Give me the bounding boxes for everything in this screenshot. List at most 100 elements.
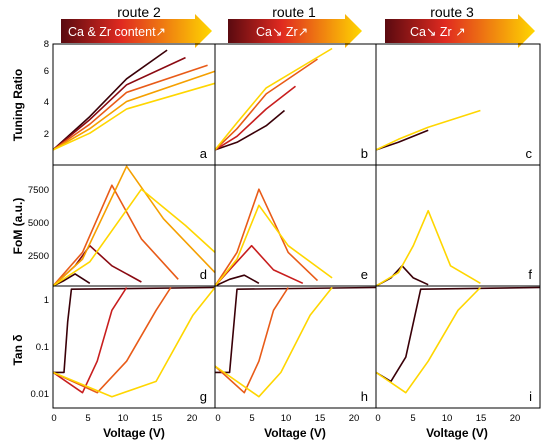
x-tick-label: 0 [375, 413, 380, 424]
series-line [375, 109, 481, 151]
xlabel-col-3: Voltage (V) [426, 426, 488, 440]
gradient-arrow-route-2 [61, 14, 212, 48]
gradient-arrow-route-3 [385, 14, 535, 48]
panel-frame [375, 43, 541, 166]
series-line [375, 286, 541, 383]
route-label-1: route 1 [272, 4, 316, 20]
route-label-2: route 2 [117, 4, 161, 20]
series-line [53, 286, 216, 374]
panel-label: a [200, 146, 208, 161]
y-tick-label: 2500 [28, 251, 49, 262]
panel-label: c [526, 146, 533, 161]
panel-label: f [528, 267, 532, 282]
panel-frame [375, 285, 541, 409]
series-line [52, 287, 216, 398]
x-tick-label: 20 [510, 413, 521, 424]
series-line [375, 209, 481, 287]
y-tick-label: 7500 [28, 185, 49, 196]
x-tick-label: 10 [281, 413, 292, 424]
y-tick-label: 8 [44, 39, 49, 50]
y-ticks-row-2: 2500 5000 7500 [28, 185, 49, 262]
x-ticks-col-3: 0 5 10 15 20 [375, 413, 520, 424]
series-line [52, 287, 172, 394]
x-tick-label: 20 [187, 413, 198, 424]
series-line [375, 265, 429, 287]
panel-frame [214, 164, 377, 287]
x-tick-label: 15 [476, 413, 487, 424]
series-line [52, 64, 208, 151]
x-tick-label: 15 [152, 413, 163, 424]
series-line [214, 47, 333, 151]
series-line [52, 49, 168, 151]
series-line [52, 70, 216, 151]
series-line [214, 85, 296, 151]
panel-label: g [200, 389, 207, 404]
y-tick-label: 2 [44, 129, 49, 140]
arrow-text-route-2: Ca & Zr content↗ [68, 25, 166, 39]
panel-label: d [200, 267, 207, 282]
series-line [214, 287, 333, 398]
panel-h: h [214, 285, 377, 409]
series-line [52, 82, 216, 151]
series-line [52, 165, 216, 287]
series-line [214, 188, 319, 287]
route-label-3: route 3 [430, 4, 474, 20]
series-line [52, 188, 216, 287]
panel-g: g [52, 285, 216, 409]
series-line [52, 287, 128, 394]
x-tick-label: 20 [349, 413, 360, 424]
x-tick-label: 15 [315, 413, 326, 424]
x-tick-label: 10 [118, 413, 129, 424]
y-tick-label: 1 [44, 295, 49, 306]
panel-frame [214, 285, 377, 409]
xlabel-col-2: Voltage (V) [264, 426, 326, 440]
panel-frame [52, 43, 216, 166]
y-tick-label: 5000 [28, 218, 49, 229]
x-ticks-col-2: 0 5 10 15 20 [215, 413, 359, 424]
series-line [214, 58, 318, 151]
panel-label: h [361, 389, 368, 404]
panel-f: f [375, 164, 541, 287]
xlabel-col-1: Voltage (V) [103, 426, 165, 440]
y-tick-label: 0.1 [36, 342, 49, 353]
arrow-text-route-3: Ca↘ Zr ↗ [410, 25, 466, 39]
panel-b: b [214, 43, 377, 166]
series-line [52, 184, 179, 287]
series-line [375, 129, 429, 151]
x-ticks-col-1: 0 5 10 15 20 [51, 413, 197, 424]
panel-i: i [375, 285, 541, 409]
series-line [375, 286, 481, 394]
panel-label: b [361, 146, 368, 161]
x-tick-label: 5 [410, 413, 415, 424]
series-line [214, 204, 333, 287]
x-tick-label: 5 [85, 413, 90, 424]
panel-label: e [361, 267, 368, 282]
series-line [52, 56, 186, 151]
x-tick-label: 0 [215, 413, 220, 424]
series-line [214, 287, 289, 394]
panels: a b c d e f g h i [52, 43, 541, 409]
series-line [214, 109, 286, 151]
ylabel-fom: FoM (a.u.) [11, 198, 25, 255]
panel-d: d [52, 164, 216, 287]
panel-a: a [52, 43, 216, 166]
header: route 2 route 1 route 3 Ca & Zr content↗… [61, 4, 535, 48]
gradient-arrow-route-1 [228, 14, 362, 48]
y-ticks-row-3: 0.01 0.1 1 [31, 295, 50, 400]
ylabel-tuning-ratio: Tuning Ratio [11, 69, 25, 141]
series-line [215, 286, 377, 374]
arrow-text-route-1: Ca↘ Zr↗ [256, 25, 308, 39]
panel-label: i [529, 389, 532, 404]
x-tick-label: 5 [249, 413, 254, 424]
y-ticks-row-1: 2 4 6 8 [44, 39, 49, 140]
series-line [214, 274, 260, 287]
panel-e: e [214, 164, 377, 287]
y-tick-label: 4 [44, 97, 49, 108]
panel-c: c [375, 43, 541, 166]
x-tick-label: 10 [442, 413, 453, 424]
y-tick-label: 6 [44, 66, 49, 77]
panel-frame [214, 43, 377, 166]
x-tick-label: 0 [51, 413, 56, 424]
ylabel-tan-delta: Tan δ [11, 334, 25, 365]
